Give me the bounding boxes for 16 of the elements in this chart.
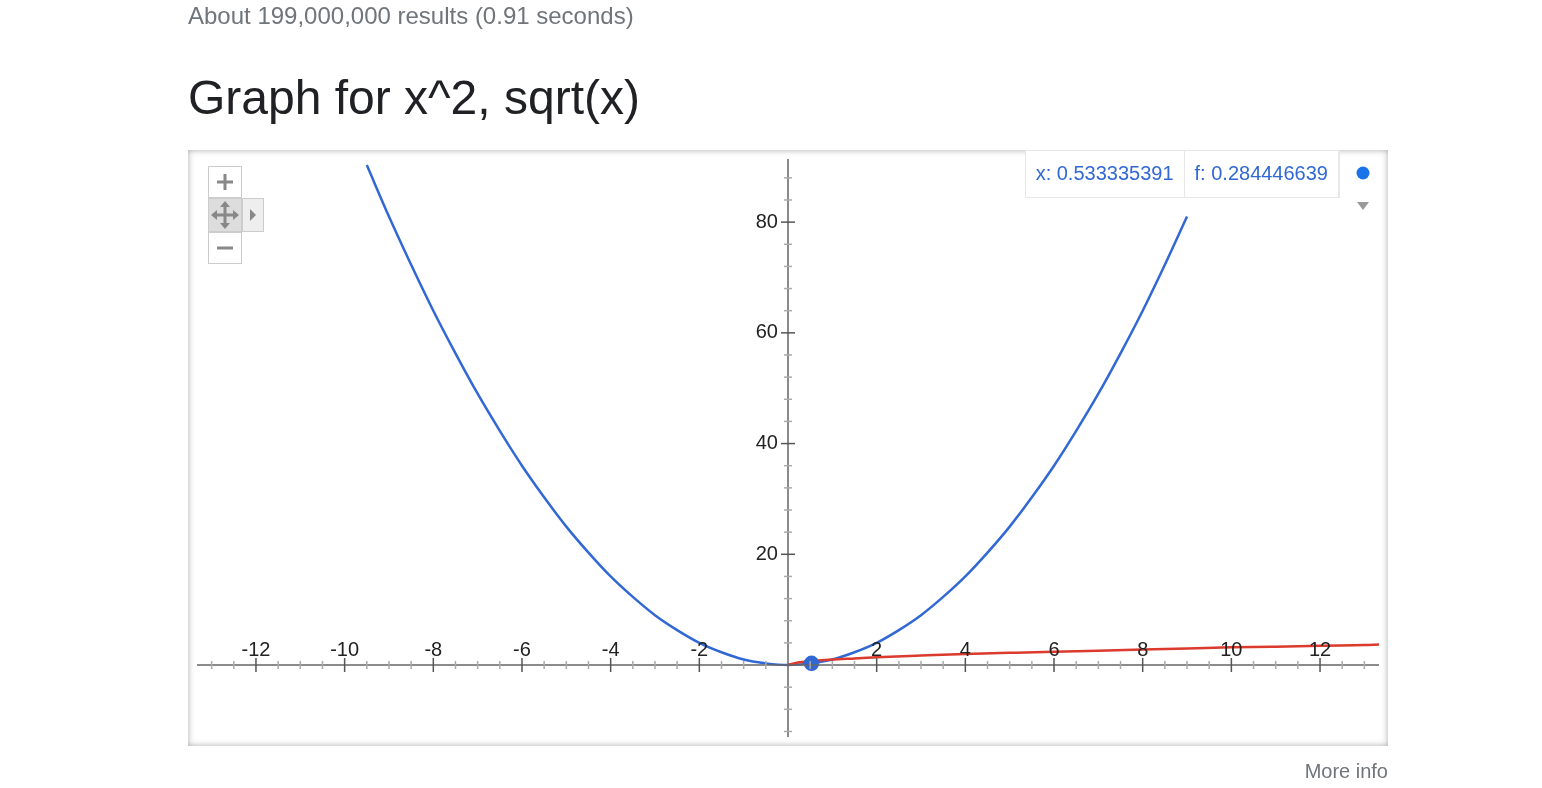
annotation: f: 0.284446639 (1184, 151, 1339, 197)
annotation: x: 0.533335391 (1025, 151, 1185, 197)
text: About 199,000,000 results (0.91 seconds) (188, 2, 634, 30)
x-tick-label: -10 (330, 638, 360, 661)
x-tick-label: 2 (871, 638, 883, 661)
x-tick-label: -2 (690, 638, 709, 661)
chart-title: Graph for x^2, sqrt(x) (188, 71, 640, 124)
x-tick-label: -6 (513, 638, 531, 661)
y-tick-label: 40 (755, 431, 778, 454)
x-tick-label: -8 (424, 638, 443, 661)
x-tick-label: -4 (601, 638, 620, 661)
y-tick-label: 20 (755, 541, 778, 564)
x-tick-label: -12 (241, 638, 271, 661)
text: More info (1304, 760, 1388, 783)
y-tick-label: 60 (755, 320, 778, 343)
y-tick-label: 80 (755, 209, 778, 232)
